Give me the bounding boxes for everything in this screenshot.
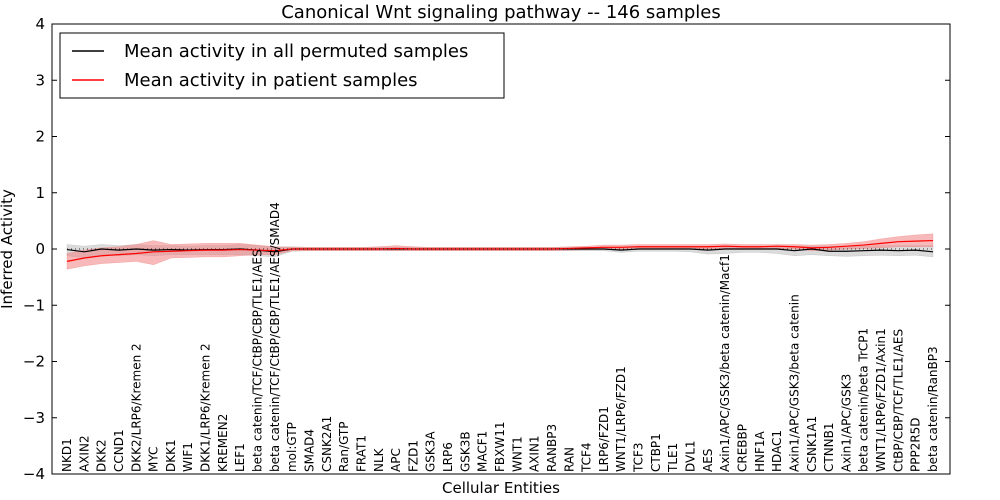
x-tick-label: DKK2: [95, 439, 109, 472]
y-tick-label: −3: [23, 409, 45, 427]
x-tick-label: Axin1/APC/GSK3/beta catenin/Macf1: [718, 254, 732, 472]
chart-title: Canonical Wnt signaling pathway -- 146 s…: [281, 2, 721, 23]
legend-label-permuted: Mean activity in all permuted samples: [124, 41, 468, 62]
x-tick-label: AES: [701, 449, 715, 472]
x-tick-label: PPP2R5D: [909, 417, 923, 472]
y-tick-label: 2: [35, 128, 45, 146]
y-axis-ticks: −4 −3 −2 −1 0 1 2 3 4: [23, 15, 950, 483]
x-tick-label: GSK3B: [458, 431, 472, 472]
x-tick-label: RAN: [562, 447, 576, 472]
x-tick-label: WNT1: [510, 436, 524, 472]
x-tick-label: CCND1: [112, 429, 126, 472]
x-tick-label: LRP6: [441, 442, 455, 472]
y-tick-label: −4: [23, 465, 45, 483]
y-tick-label: 3: [35, 71, 45, 89]
x-tick-label: mol:GTP: [285, 422, 299, 472]
x-tick-label: AXIN2: [77, 435, 91, 472]
x-tick-label: HDAC1: [770, 430, 784, 472]
x-tick-label: beta catenin/beta TrCP1: [857, 328, 871, 472]
x-tick-label: Axin1/APC/GSK3/beta catenin: [787, 294, 801, 472]
x-tick-label: LEF1: [233, 443, 247, 472]
y-axis-label: Inferred Activity: [0, 189, 16, 309]
confidence-bands: [66, 233, 934, 270]
y-tick-label: 4: [35, 15, 45, 33]
x-tick-label: CSNK1A1: [805, 416, 819, 472]
x-tick-label: FBXW11: [493, 422, 507, 473]
x-tick-label: MACF1: [476, 431, 490, 472]
x-tick-label: TCF4: [580, 442, 594, 473]
x-tick-label: NKD1: [60, 438, 74, 472]
x-tick-label: AXIN1: [528, 435, 542, 472]
y-tick-label: −2: [23, 353, 45, 371]
x-tick-label: DKK1: [164, 439, 178, 472]
x-tick-label: beta catenin/TCF/CtBP/CBP/TLE1/AES: [251, 249, 265, 472]
x-tick-label: SMAD4: [302, 429, 316, 472]
x-tick-label: WIF1: [181, 442, 195, 472]
x-tick-label: WNT1/LRP6/FZD1: [614, 366, 628, 472]
x-tick-label: Axin1/APC/GSK3: [839, 374, 853, 472]
x-tick-label: CREBBP: [735, 424, 749, 472]
x-tick-label: CSNK2A1: [320, 416, 334, 472]
legend-label-patient: Mean activity in patient samples: [124, 70, 418, 91]
x-tick-label: TLE1: [666, 443, 680, 473]
plot-area-frame: [51, 23, 951, 475]
x-tick-label: HNF1A: [753, 430, 767, 472]
x-tick-label: MYC: [147, 447, 161, 472]
x-tick-label: RANBP3: [545, 424, 559, 472]
x-tick-label: KREMEN2: [216, 414, 230, 472]
x-tick-label: FRAT1: [354, 435, 368, 472]
x-tick-label: CTNNB1: [822, 422, 836, 472]
x-tick-label: DKK2/LRP6/Kremen 2: [129, 343, 143, 472]
patient-confidence-band: [66, 233, 934, 270]
y-tick-label: 1: [35, 184, 45, 202]
x-tick-label: GSK3A: [424, 431, 438, 472]
x-tick-label: DKK1/LRP6/Kremen 2: [199, 343, 213, 472]
x-tick-label: NLK: [372, 447, 386, 472]
y-tick-label: −1: [23, 296, 45, 314]
x-tick-label: Ran/GTP: [337, 421, 351, 472]
legend: Mean activity in all permuted samples Mea…: [59, 32, 505, 99]
x-tick-label: WNT1/LRP6/FZD1/Axin1: [874, 328, 888, 472]
x-axis-label: Cellular Entities: [442, 479, 560, 497]
y-tick-label: 0: [35, 240, 45, 258]
x-tick-label: beta catenin/RanBP3: [926, 346, 940, 472]
x-tick-label: FZD1: [406, 440, 420, 472]
x-tick-label: beta catenin/TCF/CtBP/CBP/TLE1/AES/SMAD4: [268, 202, 282, 472]
x-tick-label: CTBP1: [649, 433, 663, 472]
x-tick-label: TCF3: [632, 442, 646, 473]
x-tick-labels: NKD1 AXIN2 DKK2 CCND1 DKK2/LRP6/Kremen 2 MYC D…: [60, 202, 940, 473]
x-tick-label: APC: [389, 448, 403, 472]
x-tick-label: DVL1: [684, 440, 698, 472]
x-tick-label: CtBP/CBP/TCF/TLE1/AES: [891, 329, 905, 472]
x-tick-label: LRP6/FZD1: [597, 406, 611, 472]
legend-box: [59, 32, 505, 99]
